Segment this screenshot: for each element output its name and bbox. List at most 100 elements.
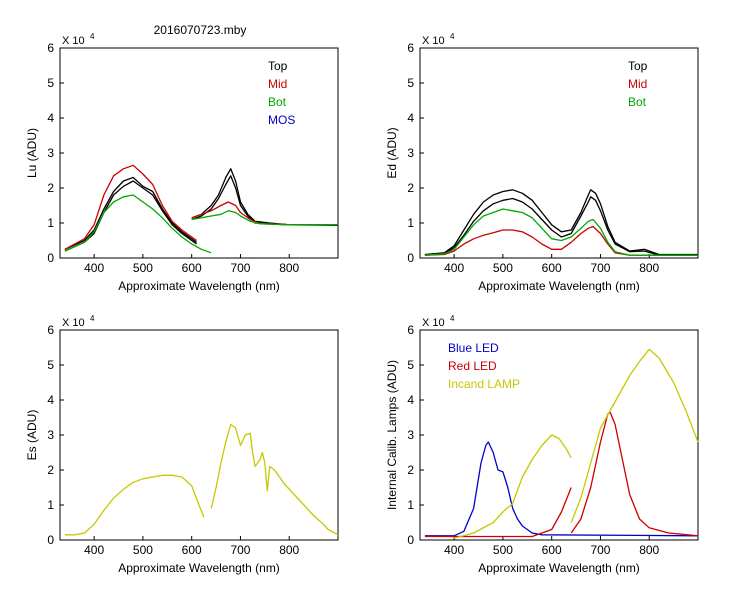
y-axis-title: Lu (ADU) xyxy=(25,128,39,178)
y-tick-label: 3 xyxy=(407,428,414,442)
y-tick-label: 5 xyxy=(47,358,54,372)
x-tick-label: 800 xyxy=(639,543,659,557)
plot-frame xyxy=(59,47,339,259)
y-tick-label: 4 xyxy=(407,111,414,125)
series-line-blue-led-0 xyxy=(424,441,699,537)
y-exponent-power: 4 xyxy=(90,314,95,323)
x-tick-label: 700 xyxy=(590,261,610,275)
x-axis-title: Approximate Wavelength (nm) xyxy=(118,561,280,575)
series-line-top-0 xyxy=(64,176,197,250)
series-line-red-led-0 xyxy=(424,487,572,538)
legend-entry: Incand LAMP xyxy=(448,377,520,391)
y-axis-title: Ed (ADU) xyxy=(385,127,399,178)
x-tick-label: 500 xyxy=(493,543,513,557)
plot-frame xyxy=(59,329,339,541)
y-exponent-power: 4 xyxy=(450,32,455,41)
x-tick-label: 800 xyxy=(279,543,299,557)
y-tick-label: 0 xyxy=(47,251,54,265)
x-tick-label: 800 xyxy=(639,261,659,275)
y-tick-label: 4 xyxy=(47,393,54,407)
es-chart: 0 1 2 3 4 5 6 400 500 600 700 800 Approximate Wavele… xyxy=(25,314,339,575)
x-tick-label: 600 xyxy=(182,543,202,557)
y-tick-label: 1 xyxy=(47,498,54,512)
legend-entry: Top xyxy=(268,59,288,73)
y-tick-label: 3 xyxy=(407,146,414,160)
series-line-top-0 xyxy=(424,189,698,256)
y-tick-label: 6 xyxy=(47,41,54,55)
x-axis-title: Approximate Wavelength (nm) xyxy=(478,561,640,575)
x-tick-label: 800 xyxy=(279,261,299,275)
y-tick-label: 6 xyxy=(407,323,414,337)
x-tick-label: 600 xyxy=(542,543,562,557)
y-tick-label: 4 xyxy=(407,393,414,407)
y-tick-label: 2 xyxy=(47,181,54,195)
series-line-bot-1 xyxy=(191,210,338,226)
series-line-es-0 xyxy=(64,474,205,536)
y-exponent-label: X 10 xyxy=(62,35,85,47)
x-tick-label: 400 xyxy=(84,261,104,275)
ed-chart: 0 1 2 3 4 5 6 400 500 600 700 800 Approximate Wavele… xyxy=(385,32,699,293)
y-tick-label: 1 xyxy=(47,216,54,230)
x-tick-label: 700 xyxy=(230,261,250,275)
lamps-chart: 0 1 2 3 4 5 6 400 500 600 700 800 Approximate Wavele… xyxy=(385,314,699,575)
series-line-top-2-0 xyxy=(424,196,698,256)
series-line-red-led-1 xyxy=(570,411,699,537)
y-tick-label: 2 xyxy=(407,181,414,195)
legend-entry: Red LED xyxy=(448,359,497,373)
y-exponent-label: X 10 xyxy=(422,35,445,47)
y-tick-label: 3 xyxy=(47,428,54,442)
x-tick-label: 700 xyxy=(590,543,610,557)
x-axis-title: Approximate Wavelength (nm) xyxy=(478,279,640,293)
series-line-bot-0 xyxy=(424,208,698,256)
y-tick-label: 0 xyxy=(407,251,414,265)
series-line-incand-lamp-1 xyxy=(570,348,699,523)
x-tick-label: 500 xyxy=(133,543,153,557)
series-line-incand-lamp-0 xyxy=(453,434,572,539)
y-tick-label: 5 xyxy=(47,76,54,90)
y-axis-title: Internal Calib. Lamps (ADU) xyxy=(385,360,399,510)
series-line-bot-0 xyxy=(64,194,212,254)
y-exponent-power: 4 xyxy=(90,32,95,41)
y-exponent-power: 4 xyxy=(450,314,455,323)
x-tick-label: 600 xyxy=(182,261,202,275)
legend-entry: Mid xyxy=(628,77,647,91)
legend-entry: MOS xyxy=(268,113,295,127)
series-line-es-1 xyxy=(210,423,339,536)
plot-frame xyxy=(419,47,699,259)
y-tick-label: 3 xyxy=(47,146,54,160)
y-tick-label: 0 xyxy=(47,533,54,547)
series-line-mid-0 xyxy=(64,164,197,250)
x-tick-label: 400 xyxy=(444,261,464,275)
series-line-top-2-1 xyxy=(191,175,339,227)
legend-entry: Bot xyxy=(268,95,287,109)
x-tick-label: 500 xyxy=(493,261,513,275)
y-tick-label: 6 xyxy=(407,41,414,55)
y-axis-title: Es (ADU) xyxy=(25,410,39,461)
y-exponent-label: X 10 xyxy=(422,317,445,329)
lu-chart: 0 1 2 3 4 5 6 400 500 600 700 800 Approximate Wavele… xyxy=(25,32,339,293)
x-tick-label: 600 xyxy=(542,261,562,275)
y-tick-label: 5 xyxy=(407,76,414,90)
y-tick-label: 1 xyxy=(407,498,414,512)
x-tick-label: 700 xyxy=(230,543,250,557)
y-tick-label: 2 xyxy=(47,463,54,477)
y-tick-label: 0 xyxy=(407,533,414,547)
legend-entry: Top xyxy=(628,59,648,73)
y-tick-label: 5 xyxy=(407,358,414,372)
y-tick-label: 2 xyxy=(407,463,414,477)
legend-entry: Mid xyxy=(268,77,287,91)
x-tick-label: 400 xyxy=(84,543,104,557)
legend-entry: Bot xyxy=(628,95,647,109)
y-tick-label: 4 xyxy=(47,111,54,125)
figure-title: 2016070723.mby xyxy=(154,23,247,37)
x-tick-label: 400 xyxy=(444,543,464,557)
legend-entry: Blue LED xyxy=(448,341,499,355)
y-tick-label: 6 xyxy=(47,323,54,337)
y-tick-label: 1 xyxy=(407,216,414,230)
y-exponent-label: X 10 xyxy=(62,317,85,329)
series-line-top-1 xyxy=(191,168,338,226)
series-line-mid-0 xyxy=(424,225,698,256)
x-tick-label: 500 xyxy=(133,261,153,275)
x-axis-title: Approximate Wavelength (nm) xyxy=(118,279,280,293)
